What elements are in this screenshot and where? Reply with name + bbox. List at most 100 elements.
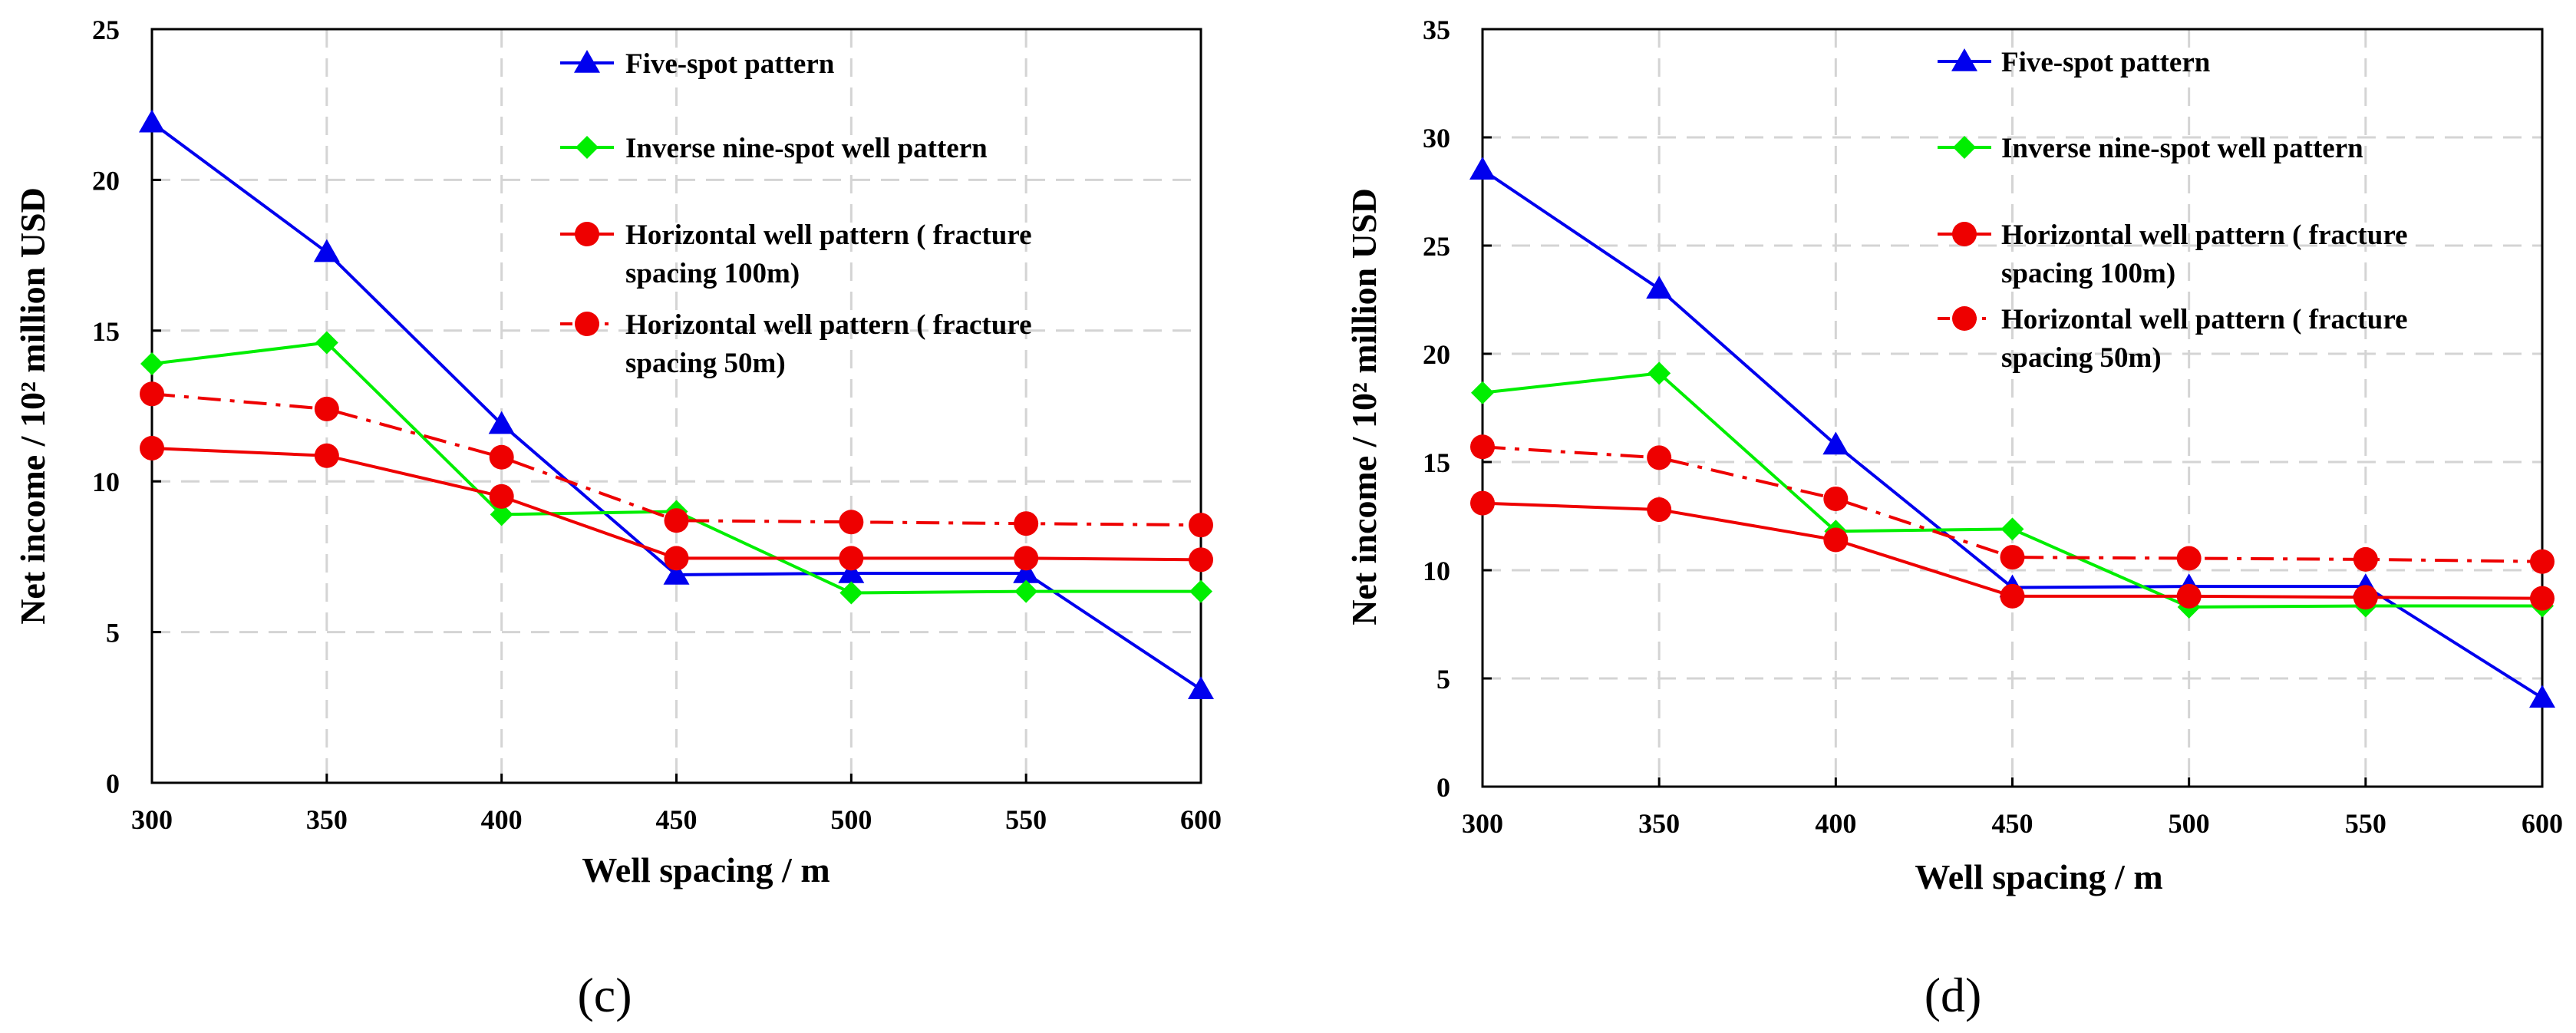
data-point [664,546,689,571]
data-point [489,483,514,509]
data-point [838,560,865,583]
y-tick-label: 5 [1436,664,1450,695]
y-tick-label: 20 [1423,339,1450,370]
x-axis-label: Well spacing / m [1915,857,2162,896]
data-point [1470,434,1495,460]
x-tick-label: 500 [2169,808,2210,839]
data-point [2000,583,2025,609]
legend-marker [576,136,599,159]
data-point [1013,560,1040,583]
legend-label: spacing 50m) [625,348,786,379]
data-point [2530,549,2555,574]
data-point [490,503,513,526]
data-point [140,381,164,407]
y-tick-label: 25 [1423,231,1450,262]
panel-label: (d) [1925,968,1982,1022]
x-tick-label: 600 [1180,804,1222,835]
data-point [1188,676,1214,699]
data-point [489,444,514,470]
data-point [664,508,689,533]
data-point [1470,490,1495,516]
legend-label: Horizontal well pattern ( fracture [2001,304,2408,335]
data-point [2529,685,2555,708]
y-tick-label: 35 [1423,15,1450,45]
data-point [2353,585,2378,610]
y-tick-label: 15 [1423,447,1450,478]
data-point [839,581,863,605]
x-tick-label: 600 [2522,808,2563,839]
data-point [1646,276,1673,299]
x-tick-label: 500 [830,804,872,835]
legend-label: Five-spot pattern [2001,47,2211,78]
data-point [839,546,864,571]
legend-label: spacing 50m) [2001,342,2162,374]
legend-marker [574,50,600,73]
data-point [2530,586,2555,611]
data-point [1822,431,1849,455]
data-point [1471,381,1494,404]
y-tick-label: 30 [1423,123,1450,153]
x-tick-label: 350 [1638,808,1680,839]
y-tick-label: 20 [92,165,120,196]
legend-label: Inverse nine-spot well pattern [625,133,988,164]
data-point [314,396,339,421]
legend-marker [1953,136,1976,159]
data-point [1189,547,1213,573]
data-point [1014,511,1039,536]
data-point [314,443,339,468]
legend-label: spacing 100m) [625,258,800,289]
x-tick-label: 400 [1815,808,1856,839]
legend-label: Horizontal well pattern ( fracture [2001,219,2408,251]
y-tick-label: 15 [92,316,120,347]
chart-panel-d: 300 350 400 450 500 550 600 0 5 10 15 20 25 30 35 Well … [1344,15,2563,1022]
legend-marker [1952,222,1977,246]
y-tick-label: 0 [106,768,120,799]
legend-label: Five-spot pattern [625,48,835,80]
legend-marker [1951,48,1977,71]
data-point [2176,546,2202,571]
y-tick-label: 0 [1436,772,1450,803]
data-point [1647,497,1672,523]
data-point [140,435,164,460]
x-tick-label: 450 [1992,808,2033,839]
x-tick-label: 550 [1005,804,1047,835]
data-point [139,109,165,133]
data-point [1648,361,1671,385]
data-point [2000,545,2025,570]
x-tick-label: 550 [2345,808,2386,839]
data-point [313,239,340,262]
y-tick-label: 10 [1423,556,1450,586]
data-point [1647,445,1672,470]
x-tick-label: 350 [306,804,348,835]
chart-panel-c: 300 350 400 450 500 550 600 0 5 10 15 20 25 Well spac… [13,15,1222,1022]
y-axis-label: Net income / 10² million USD [1344,188,1384,625]
x-tick-label: 300 [1462,808,1503,839]
data-point [2353,546,2378,572]
legend-label: Inverse nine-spot well pattern [2001,133,2363,164]
y-tick-label: 5 [106,618,120,649]
data-point [2176,583,2202,609]
data-point [1823,527,1849,553]
data-point [1014,579,1038,603]
data-point [1189,579,1212,603]
legend-label: spacing 100m) [2001,258,2175,289]
data-point [1823,486,1849,511]
data-point [663,561,690,585]
data-point [315,331,338,355]
data-point [1189,513,1213,538]
x-tick-label: 450 [656,804,698,835]
data-point [1469,157,1496,180]
data-point [2000,517,2024,541]
legend-label: Horizontal well pattern ( fracture [625,219,1032,251]
legend-marker [1952,306,1977,331]
x-tick-label: 300 [131,804,173,835]
legend-marker [575,222,599,246]
legend-marker [575,312,599,336]
data-point [140,352,163,376]
data-point [488,411,515,434]
y-tick-label: 25 [92,15,120,45]
data-point [1014,546,1039,571]
y-axis-label: Net income / 10² million USD [13,187,52,625]
legend-label: Horizontal well pattern ( fracture [625,309,1032,341]
